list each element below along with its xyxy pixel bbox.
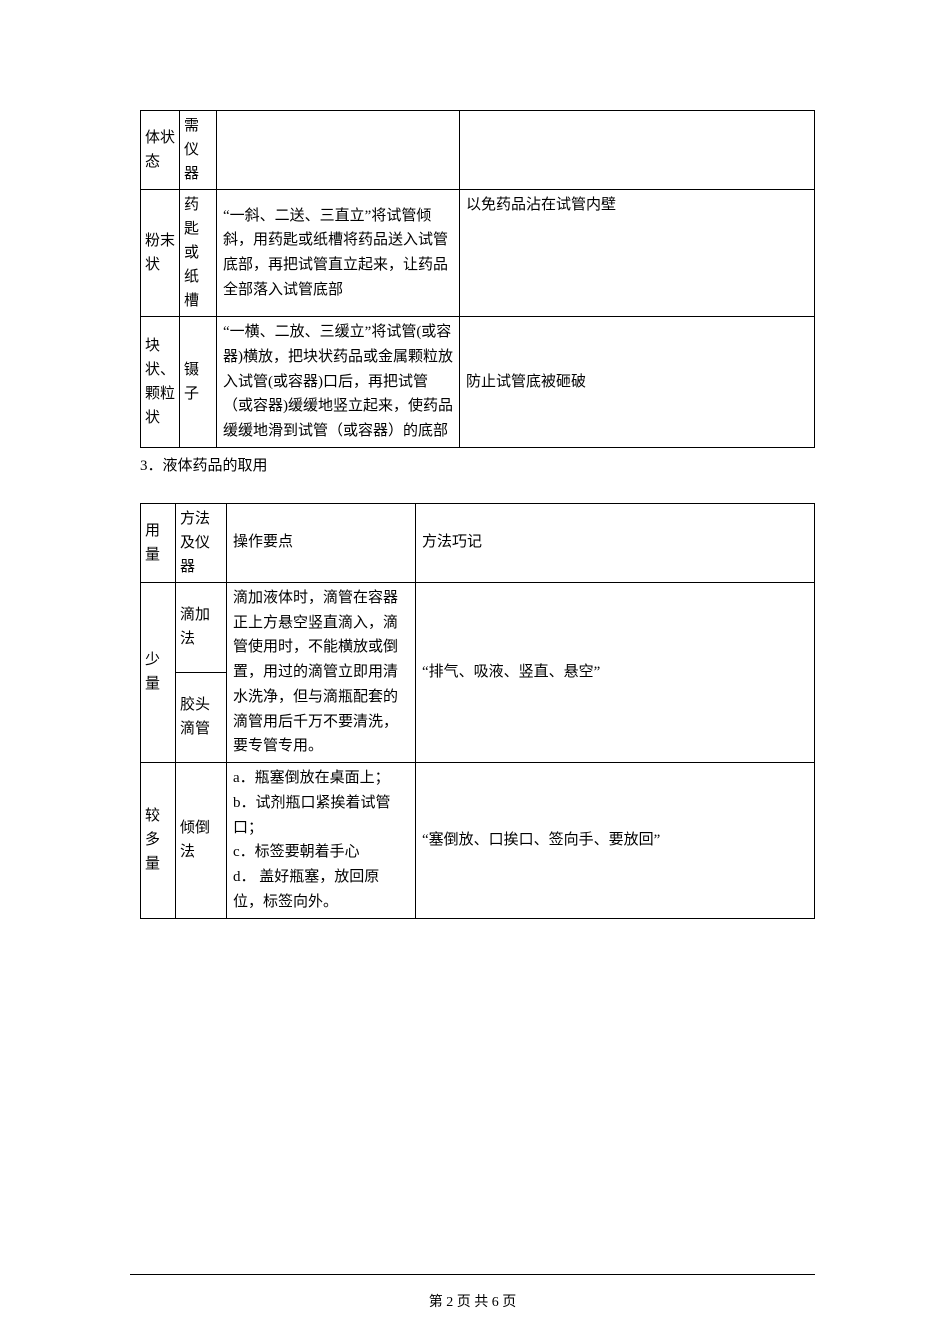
cell-operation-small: 滴加液体时，滴管在容器正上方悬空竖直滴入，滴管使用时，不能横放或倒置，用过的滴管… (227, 582, 416, 762)
footer-total: 6 (492, 1295, 499, 1310)
cell-note: 以免药品沾在试管内壁 (460, 190, 815, 317)
liquid-reagent-table: 用量 方法及仪器 操作要点 方法巧记 少量 滴加法 滴加液体时，滴管在容器正上方… (140, 503, 815, 919)
cell-tool: 镊子 (180, 317, 217, 448)
cell-note: 防止试管底被砸破 (460, 317, 815, 448)
cell-note (460, 111, 815, 190)
cell-method-dropper: 胶头滴管 (176, 672, 227, 762)
page-footer: 第 2 页 共 6 页 (130, 1274, 815, 1311)
header-amount: 用量 (141, 503, 176, 582)
table-row: 较多量 倾倒法 a．瓶塞倒放在桌面上； b．试剂瓶口紧挨着试管口； c．标签要朝… (141, 763, 815, 919)
cell-state: 块状、颗粒状 (141, 317, 180, 448)
cell-method: “一横、二放、三缓立”将试管(或容器)横放，把块状药品或金属颗粒放入试管(或容器… (217, 317, 460, 448)
table-row: 粉末状 药匙或纸槽 “一斜、二送、三直立”将试管倾斜，用药匙或纸槽将药品送入试管… (141, 190, 815, 317)
header-mnemonic: 方法巧记 (416, 503, 815, 582)
cell-state: 粉末状 (141, 190, 180, 317)
footer-suffix: 页 (502, 1295, 516, 1310)
footer-page-num: 2 (446, 1295, 453, 1310)
footer-text: 第 2 页 共 6 页 (429, 1295, 517, 1310)
cell-tool: 药匙或纸槽 (180, 190, 217, 317)
footer-rule (130, 1274, 815, 1275)
cell-amount-small: 少量 (141, 582, 176, 762)
cell-tool: 需仪器 (180, 111, 217, 190)
cell-amount-large: 较多量 (141, 763, 176, 919)
cell-mnemonic-large: “塞倒放、口挨口、签向手、要放回” (416, 763, 815, 919)
cell-method: “一斜、二送、三直立”将试管倾斜，用药匙或纸槽将药品送入试管底部，再把试管直立起… (217, 190, 460, 317)
table-row: 体状态 需仪器 (141, 111, 815, 190)
footer-prefix: 第 (429, 1295, 443, 1310)
table-row: 块状、颗粒状 镊子 “一横、二放、三缓立”将试管(或容器)横放，把块状药品或金属… (141, 317, 815, 448)
document-page: 体状态 需仪器 粉末状 药匙或纸槽 “一斜、二送、三直立”将试管倾斜，用药匙或纸… (0, 0, 945, 1337)
header-operation: 操作要点 (227, 503, 416, 582)
footer-middle: 页 共 (457, 1295, 489, 1310)
cell-state: 体状态 (141, 111, 180, 190)
cell-operation-large: a．瓶塞倒放在桌面上； b．试剂瓶口紧挨着试管口； c．标签要朝着手心 d． 盖… (227, 763, 416, 919)
solid-reagent-table: 体状态 需仪器 粉末状 药匙或纸槽 “一斜、二送、三直立”将试管倾斜，用药匙或纸… (140, 110, 815, 448)
cell-method-pour: 倾倒法 (176, 763, 227, 919)
cell-method-drip: 滴加法 (176, 582, 227, 672)
cell-mnemonic-small: “排气、吸液、竖直、悬空” (416, 582, 815, 762)
table-row: 少量 滴加法 滴加液体时，滴管在容器正上方悬空竖直滴入，滴管使用时，不能横放或倒… (141, 582, 815, 672)
cell-method (217, 111, 460, 190)
section-heading: 3．液体药品的取用 (140, 454, 815, 475)
header-method: 方法及仪器 (176, 503, 227, 582)
table-header-row: 用量 方法及仪器 操作要点 方法巧记 (141, 503, 815, 582)
